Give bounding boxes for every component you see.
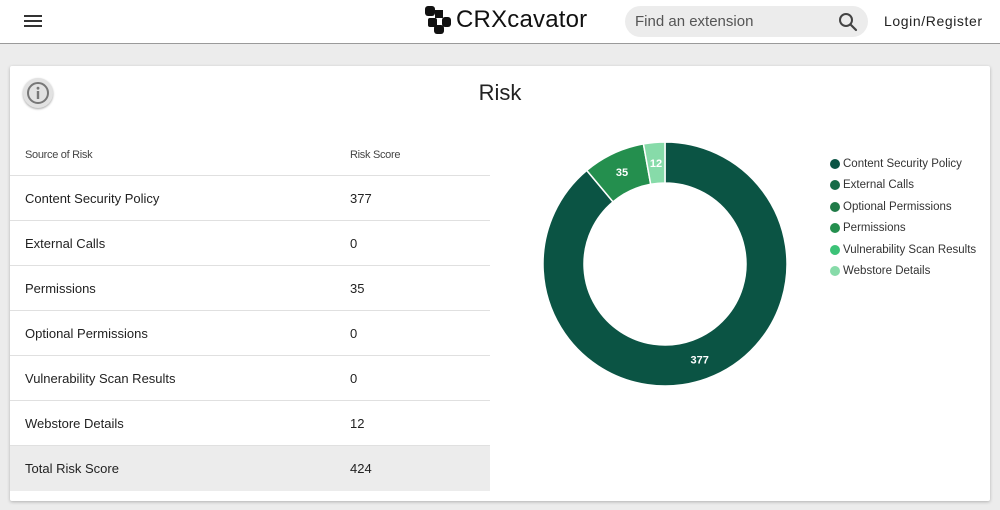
donut-slice-content-security-policy[interactable]: [542, 141, 788, 387]
row-source: External Calls: [25, 236, 106, 251]
search-bar: [625, 6, 868, 37]
table-row: Webstore Details 12: [10, 401, 490, 446]
total-score: 424: [350, 461, 372, 476]
header-risk-score: Risk Score: [350, 149, 401, 161]
table-row: Permissions 35: [10, 266, 490, 311]
logo[interactable]: CRXcavator: [422, 3, 587, 37]
table-row: Vulnerability Scan Results 0: [10, 356, 490, 401]
search-icon[interactable]: [838, 12, 858, 32]
row-score: 0: [350, 236, 358, 251]
row-score: 0: [350, 371, 358, 386]
legend-label: Content Security Policy: [843, 158, 962, 170]
hamburger-menu-icon[interactable]: [24, 12, 48, 32]
slice-data-label: 12: [650, 158, 662, 170]
row-source: Content Security Policy: [25, 191, 160, 206]
slice-data-label: 35: [616, 167, 628, 179]
header-source-of-risk: Source of Risk: [25, 149, 93, 161]
legend-swatch: [830, 201, 840, 212]
row-source: Optional Permissions: [25, 326, 148, 341]
legend-swatch: [830, 244, 840, 255]
table-row: External Calls 0: [10, 221, 490, 266]
legend-label: Optional Permissions: [843, 200, 952, 213]
total-label: Total Risk Score: [25, 461, 119, 476]
row-score: 377: [350, 191, 372, 206]
risk-table: Source of Risk Risk Score Content Securi…: [10, 131, 490, 491]
row-score: 0: [350, 326, 358, 341]
legend-swatch: [830, 180, 840, 191]
info-icon: [27, 82, 49, 104]
legend-swatch: [830, 159, 840, 169]
donut-slice-webstore-details[interactable]: [642, 141, 666, 186]
legend-label: Permissions: [843, 222, 906, 235]
card-title: Risk: [478, 80, 522, 105]
info-button[interactable]: [23, 78, 53, 108]
row-score: 35: [350, 281, 365, 296]
legend-swatch: [830, 223, 840, 234]
row-source: Vulnerability Scan Results: [25, 371, 176, 386]
top-navigation-bar: CRXcavator Login/Register: [0, 0, 1000, 44]
login-register-link[interactable]: Login/Register: [884, 13, 983, 29]
row-source: Permissions: [25, 281, 96, 296]
row-source: Webstore Details: [25, 416, 124, 431]
search-input[interactable]: [635, 11, 830, 32]
crxcavator-logo-icon: [425, 6, 451, 34]
legend-label: Vulnerability Scan Results: [843, 243, 977, 256]
risk-card: Risk Source of Risk Risk Score Content S…: [10, 66, 990, 501]
total-row: Total Risk Score 424: [10, 446, 490, 491]
table-row: Content Security Policy 377: [10, 176, 490, 221]
risk-donut-chart: 377 35 12: [542, 141, 788, 387]
table-header: Source of Risk Risk Score: [10, 131, 490, 176]
slice-data-label: 377: [690, 354, 708, 366]
app-name: CRXcavator: [456, 6, 588, 33]
legend-swatch: [830, 265, 840, 276]
table-row: Optional Permissions 0: [10, 311, 490, 356]
legend-label: External Calls: [843, 179, 914, 192]
row-score: 12: [350, 416, 365, 431]
legend-label: Webstore Details: [843, 264, 931, 277]
